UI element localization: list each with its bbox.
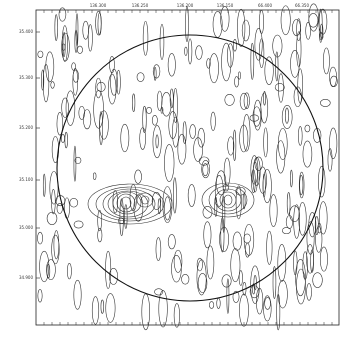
y-label: 35.100 [19,177,33,182]
x-label: 136.250 [132,3,149,8]
y-label: 35.400 [19,29,33,34]
contour-map: 136.300 136.250 136.200 136.150 66.400 66.350… [0,0,349,333]
x-label: 136.200 [177,3,194,8]
x-label: 136.150 [217,3,234,8]
page: 136.300 136.250 136.200 136.150 66.400 66.350… [0,0,349,333]
y-label: 35.300 [19,75,33,80]
plot-frame [36,10,339,325]
y-label: 35.200 [19,125,33,130]
x-label: 66.400 [258,3,272,8]
x-label: 66.350 [295,3,309,8]
x-label: 136.300 [90,3,107,8]
y-label: 34.900 [19,275,33,280]
y-label: 35.000 [19,225,33,230]
